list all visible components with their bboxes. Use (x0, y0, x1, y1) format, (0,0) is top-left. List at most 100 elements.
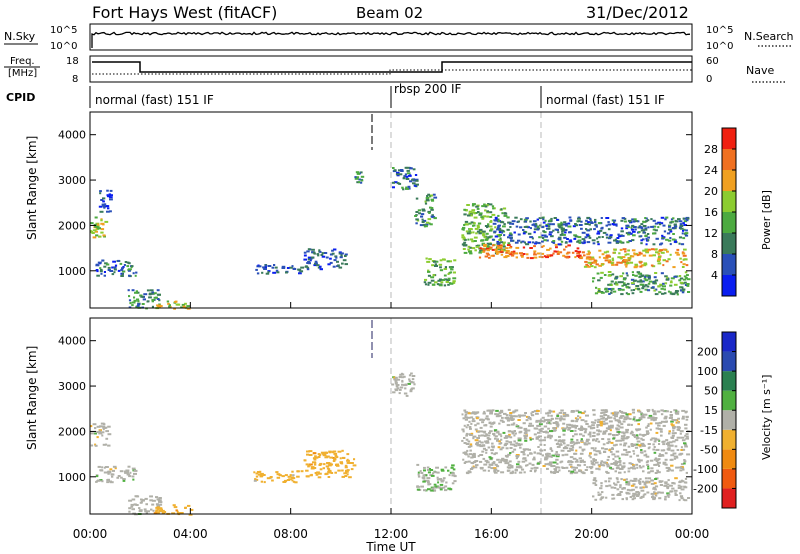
echo-cell (413, 383, 416, 386)
echo-cell (517, 220, 520, 223)
echo-cell (647, 443, 651, 445)
echo-cell (182, 305, 186, 308)
echo-cell (577, 220, 581, 223)
echo-cell (583, 431, 587, 434)
echo-cell (561, 454, 565, 457)
echo-cell (613, 411, 617, 414)
echo-cell (675, 412, 680, 415)
echo-cell (630, 289, 633, 292)
echo-cell (535, 223, 538, 226)
echo-cell (685, 418, 689, 421)
echo-cell (556, 453, 560, 456)
echo-cell (679, 257, 682, 260)
echo-cell (403, 392, 408, 395)
echo-cell (508, 441, 513, 444)
echo-cell (601, 438, 605, 440)
echo-cell (319, 268, 323, 271)
echo-cell (627, 483, 631, 486)
echo-cell (472, 461, 477, 464)
colorbar-tick-label: 24 (704, 164, 718, 177)
echo-cell (650, 470, 654, 473)
echo-cell (609, 466, 612, 469)
echo-cell (421, 218, 424, 221)
echo-cell (605, 485, 609, 488)
sky-strip-frame (89, 23, 693, 51)
echo-cell (184, 302, 187, 305)
echo-cell (441, 279, 446, 281)
echo-cell (644, 248, 648, 251)
echo-cell (550, 235, 554, 238)
echo-cell (536, 462, 540, 465)
echo-cell (346, 453, 350, 456)
echo-cell (612, 412, 615, 415)
echo-cell (478, 251, 482, 254)
echo-cell (500, 471, 505, 474)
echo-cell (437, 279, 442, 282)
echo-cell (671, 434, 675, 437)
echo-cell (333, 248, 337, 251)
echo-cell (95, 264, 100, 267)
echo-cell (452, 281, 456, 284)
echo-cell (635, 491, 640, 493)
echo-cell (294, 481, 298, 484)
echo-cell (319, 468, 323, 471)
echo-cell (475, 464, 479, 467)
power-ylabel: Slant Range [km] (25, 136, 39, 240)
echo-cell (544, 463, 549, 466)
echo-cell (658, 443, 661, 445)
colorbar-frame (721, 331, 737, 509)
echo-cell (476, 224, 480, 227)
echo-cell (606, 254, 610, 257)
echo-cell (593, 449, 596, 452)
echo-cell (617, 256, 622, 259)
echo-cell (586, 466, 589, 469)
echo-cell (514, 241, 519, 244)
echo-cell (660, 480, 664, 483)
echo-cell (482, 230, 486, 233)
echo-cell (632, 279, 636, 282)
echo-cell (503, 412, 507, 415)
echo-cell (150, 289, 154, 292)
echo-cell (337, 264, 340, 267)
echo-cell (421, 221, 425, 223)
echo-cell (639, 466, 643, 469)
echo-cell (391, 383, 395, 386)
colorbar-swatch (722, 351, 736, 372)
echo-cell (106, 479, 109, 481)
echo-cell (643, 450, 647, 453)
echo-cell (439, 483, 444, 486)
echo-cell (506, 424, 511, 427)
echo-cell (450, 268, 454, 271)
echo-cell (680, 220, 683, 223)
echo-cell (483, 236, 487, 239)
echo-cell (645, 461, 649, 464)
echo-cell (518, 466, 523, 469)
date-label: 31/Dec/2012 (586, 3, 689, 22)
echo-cell (622, 420, 626, 423)
echo-cell (664, 292, 667, 295)
echo-cell (686, 278, 691, 281)
echo-cell (316, 471, 320, 474)
echo-cell (643, 231, 646, 234)
echo-cell (102, 197, 106, 200)
echo-cell (430, 198, 434, 201)
echo-cell (517, 233, 521, 236)
echo-cell (151, 499, 156, 502)
echo-cell (631, 271, 634, 274)
echo-cell (105, 263, 110, 266)
echo-cell (614, 455, 617, 458)
echo-cell (602, 430, 607, 433)
echo-cell (259, 474, 264, 477)
echo-cell (664, 458, 668, 461)
echo-cell (468, 210, 472, 213)
echo-cell (469, 468, 474, 470)
echo-cell (571, 251, 575, 254)
echo-cell (603, 274, 607, 276)
echo-cell (494, 248, 498, 251)
echo-cell (443, 278, 447, 281)
echo-cell (612, 219, 617, 222)
echo-cell (474, 212, 478, 214)
echo-cell (555, 455, 560, 458)
echo-cell (100, 422, 105, 425)
echo-cell (102, 423, 106, 426)
